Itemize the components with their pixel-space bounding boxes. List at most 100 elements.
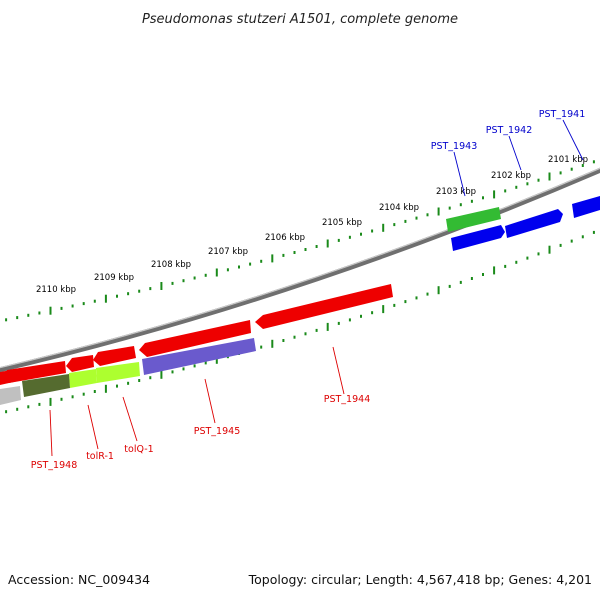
outer-scale-tick [27,313,30,317]
label-tolq-1[interactable]: tolQ-1 [124,444,153,455]
feature-track [0,338,256,405]
inner-scale-tick [293,335,296,339]
inner-scale-tick [149,376,152,380]
outer-scale-tick [71,304,74,308]
inner-scale-tick [104,384,107,393]
kbp-label-2106: 2106 kbp [265,233,305,243]
outer-scale-tick [515,185,518,189]
inner-scale-tick [437,286,440,295]
kbp-label-2107: 2107 kbp [208,247,248,257]
feature-tolr-1[interactable] [69,369,97,388]
kbp-label-2109: 2109 kbp [94,273,134,283]
gene-tolq-1[interactable] [93,346,136,366]
inner-scale-tick [315,328,318,332]
gene-pst1942[interactable] [505,209,563,238]
outer-scale-tick [526,182,529,186]
gene-labels: PST_1941 PST_1942 PST_1943 PST_1944 PST_… [31,109,586,471]
outer-scale-tick [315,245,318,248]
inner-scale-tick [548,245,551,254]
outer-scale-tick [16,316,19,320]
inner-scale-tick [404,300,407,304]
gene-pst1948-red[interactable] [0,369,18,385]
inner-scale-tick [93,390,96,393]
kbp-label-2102: 2102 kbp [491,171,531,181]
outer-scale-tick [5,318,8,322]
outer-scale-tick [482,196,484,200]
outer-scale-tick [448,206,451,210]
gene-tolr-1[interactable] [66,355,94,372]
outer-scale-tick [249,262,252,266]
label-pst1944[interactable]: PST_1944 [324,394,371,405]
feature-grey[interactable] [0,386,21,405]
inner-scale-tick [360,314,362,318]
outer-scale-tick [426,213,429,217]
inner-scale-tick [204,361,207,365]
gene-pst1941[interactable] [572,196,600,218]
kbp-label-2105: 2105 kbp [322,218,362,228]
forward-genes [446,196,600,251]
kbp-label-2103: 2103 kbp [436,187,476,197]
inner-scale-tick [382,305,385,314]
outer-scale-tick [82,302,85,306]
label-pst1942[interactable]: PST_1942 [486,125,533,136]
inner-scale-tick [71,395,74,399]
inner-scale-tick [260,345,263,349]
gene-pst1944[interactable] [255,284,393,329]
outer-scale-tick [570,167,573,171]
outer-scale-tick [415,216,418,220]
outer-scale-tick [160,282,163,290]
label-pst1943[interactable]: PST_1943 [431,141,478,152]
inner-scale-tick [16,407,19,411]
inner-scale-tick [559,243,562,247]
inner-scale-tick [38,402,41,406]
inner-scale-tick [138,379,141,382]
feature-tolq-1[interactable] [96,362,140,383]
outer-scale-tick [548,172,551,181]
inner-scale-tick [448,284,451,288]
outer-scale-tick [493,190,496,199]
outer-scale-tick [193,276,196,280]
inner-scale-tick [592,230,595,234]
inner-scale-tick [459,280,462,284]
outer-scale-tick [293,251,296,254]
inner-scale-tick [182,367,185,371]
inner-scale-tick [526,256,529,260]
reverse-genes [0,284,393,385]
outer-scale-tick [260,259,263,263]
outer-scale-tick [360,232,362,236]
gene-pst1947[interactable] [3,361,66,383]
kbp-label-2110: 2110 kbp [36,285,76,295]
inner-scale-tick [304,332,307,336]
map-title: Pseudomonas stutzeri A1501, complete gen… [142,12,458,27]
outer-scale-tick [581,164,584,167]
accession-text: Accession: NC_009434 [8,572,151,587]
inner-scale-tick [493,266,496,275]
outer-scale-tick [215,268,218,277]
outer-scale-tick [271,254,274,263]
inner-scale-tick [27,405,30,409]
label-pst1948[interactable]: PST_1948 [31,460,78,471]
outer-scale-tick [459,203,462,207]
feature-pst1945[interactable] [142,338,256,375]
scale-labels: 2101 kbp 2102 kbp 2103 kbp 2104 kbp 2105… [36,155,588,295]
inner-scale-tick [515,260,518,264]
kbp-label-2104: 2104 kbp [379,203,419,213]
gene-pst1943[interactable] [451,225,505,251]
inner-scale-tick [5,410,8,414]
label-pst1945[interactable]: PST_1945 [194,426,241,437]
inner-scale-tick [49,397,52,406]
outer-scale-tick [470,199,473,203]
inner-scale-tick [82,392,85,396]
label-tolr-1[interactable]: tolR-1 [86,451,114,462]
gene-pst1943-feature[interactable] [446,207,501,232]
gene-pst1945[interactable] [139,320,251,357]
inner-scale-tick [371,311,374,315]
feature-pst1948[interactable] [22,374,70,397]
label-pst1941[interactable]: PST_1941 [539,109,586,120]
outer-scale-tick [348,235,351,239]
inner-scale-tick [282,339,285,342]
outer-scale-tick [127,292,130,296]
inner-scale-tick [537,252,540,256]
inner-scale-tick [426,292,429,296]
outer-scale-tick [104,294,107,303]
